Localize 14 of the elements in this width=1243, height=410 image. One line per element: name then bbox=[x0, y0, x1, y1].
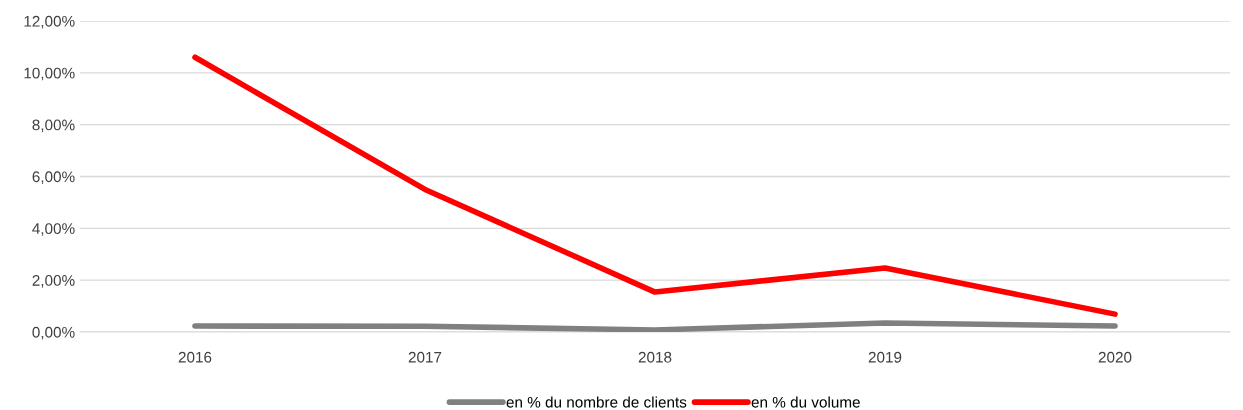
x-tick-label: 2017 bbox=[408, 351, 442, 363]
x-tick-label: 2020 bbox=[1098, 351, 1132, 363]
y-tick-label: 4,00% bbox=[32, 223, 75, 236]
x-tick-label: 2018 bbox=[638, 351, 672, 363]
y-tick-label: 8,00% bbox=[32, 119, 75, 133]
x-tick-label: 2019 bbox=[868, 351, 902, 363]
legend-label: en % du volume bbox=[751, 396, 860, 408]
legend-label: en % du nombre de clients bbox=[506, 396, 687, 408]
y-tick-label: 10,00% bbox=[24, 67, 75, 81]
y-tick-label: 0,00% bbox=[32, 326, 75, 340]
y-tick-label: 12,00% bbox=[24, 15, 75, 29]
x-tick-label: 2016 bbox=[178, 351, 212, 363]
y-tick-label: 2,00% bbox=[32, 275, 75, 288]
y-tick-label: 6,00% bbox=[32, 171, 75, 184]
